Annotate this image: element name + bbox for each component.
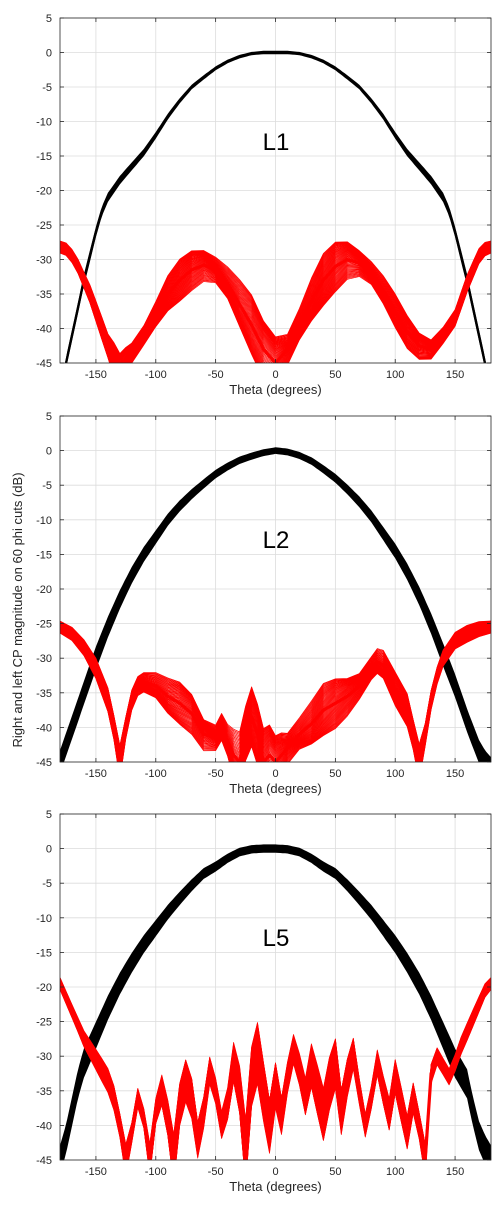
panels: -150 -100 -50 0 50 100 15050-5-10-15-20-25-30-… [36,13,492,1194]
panel-label: L1 [263,129,290,156]
y-tick-label: 5 [46,411,52,423]
x-tick-label: 150 [446,768,464,780]
y-tick-label: -15 [36,947,52,959]
y-tick-label: 0 [46,446,52,458]
co-pol-curve [60,449,487,762]
panel-label: L2 [263,527,290,554]
x-tick-label: 50 [329,768,341,780]
y-tick-label: -20 [36,186,52,198]
y-tick-label: -10 [36,515,52,527]
cross-pol-curve [60,620,491,746]
x-axis-label: Theta (degrees) [229,781,322,796]
x-tick-label: 0 [272,1166,278,1178]
chart-panel-3: -150 -100 -50 0 50 100 15050-5-10-15-20-25-30-… [36,809,492,1194]
y-tick-label: -35 [36,1086,52,1098]
co-pol-band [60,844,491,1160]
y-tick-label: -40 [36,324,52,336]
x-tick-label: -50 [208,369,224,381]
series-group [60,447,491,762]
cross-pol-core [60,982,491,1160]
y-tick-label: -45 [36,358,52,370]
x-tick-label: 50 [329,1166,341,1178]
chart-panel-2: -150 -100 -50 0 50 100 15050-5-10-15-20-25-30-… [36,411,492,796]
y-tick-label: -20 [36,584,52,596]
y-tick-label: -30 [36,1051,52,1063]
x-axis-label: Theta (degrees) [229,382,322,397]
y-tick-label: -35 [36,289,52,301]
chart-panel-1: -150 -100 -50 0 50 100 15050-5-10-15-20-25-30-… [36,13,492,397]
series-group [60,844,491,1160]
y-tick-label: -40 [36,1120,52,1132]
y-tick-label: -45 [36,1155,52,1167]
co-pol-curve [60,847,491,1160]
y-tick-label: 0 [46,844,52,856]
x-tick-label: 100 [386,1166,404,1178]
y-tick-label: -5 [42,878,52,890]
y-tick-label: -5 [42,480,52,492]
x-tick-label: 100 [386,768,404,780]
x-tick-label: 150 [446,1166,464,1178]
x-tick-label: -50 [208,768,224,780]
x-tick-label: -100 [145,369,167,381]
y-tick-label: -10 [36,913,52,925]
y-tick-label: -15 [36,549,52,561]
y-tick-label: 5 [46,809,52,821]
co-pol-band [60,447,491,762]
series-group [60,50,491,363]
y-tick-label: -30 [36,255,52,267]
x-tick-label: 0 [272,369,278,381]
y-tick-label: -10 [36,117,52,129]
y-tick-label: -30 [36,653,52,665]
y-tick-label: -45 [36,757,52,769]
y-tick-label: -15 [36,151,52,163]
y-tick-label: -35 [36,688,52,700]
y-tick-label: -5 [42,82,52,94]
x-tick-label: -150 [85,1166,107,1178]
y-tick-label: -25 [36,619,52,631]
cross-pol-core [60,625,491,762]
cross-pol-curve [60,977,491,1145]
x-tick-label: 150 [446,369,464,381]
y-tick-label: -20 [36,982,52,994]
y-tick-label: -25 [36,1017,52,1029]
shared-y-axis-label: Right and left CP magnitude on 60 phi cu… [10,472,25,747]
cross-pol-core [60,245,491,363]
x-tick-label: -100 [145,768,167,780]
y-tick-label: 5 [46,13,52,25]
x-tick-label: -50 [208,1166,224,1178]
y-tick-label: 0 [46,48,52,60]
cross-pol-curve [60,240,491,354]
x-tick-label: -100 [145,1166,167,1178]
panel-label: L5 [263,925,290,952]
x-tick-label: 0 [272,768,278,780]
x-tick-label: 50 [329,369,341,381]
x-tick-label: -150 [85,369,107,381]
x-tick-label: 100 [386,369,404,381]
y-tick-label: -25 [36,220,52,232]
co-pol-curve [64,51,487,363]
x-axis-label: Theta (degrees) [229,1179,322,1194]
y-tick-label: -40 [36,722,52,734]
x-tick-label: -150 [85,768,107,780]
